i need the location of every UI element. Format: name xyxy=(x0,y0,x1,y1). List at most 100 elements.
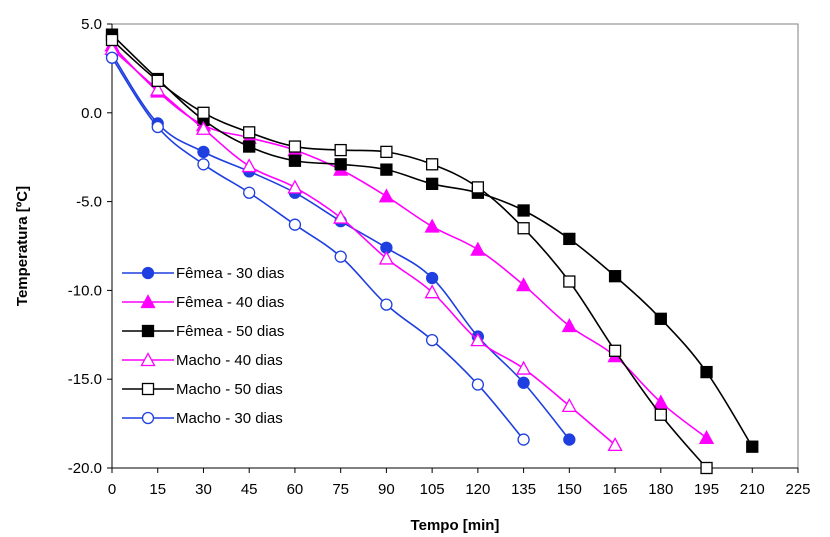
data-point xyxy=(425,158,439,171)
legend: Fêmea - 30 dias Fêmea - 40 dias Fêmea - 50… xyxy=(122,265,284,427)
data-point xyxy=(334,143,347,157)
series-5 xyxy=(105,33,713,475)
y-axis: 5.0 0.0 -5.0 -10.0 -15.0 -20.0 xyxy=(68,16,113,477)
series-line xyxy=(111,44,708,439)
legend-item: Macho - 50 dias xyxy=(122,381,283,398)
data-point xyxy=(378,188,394,203)
legend-item: Macho - 30 dias xyxy=(122,410,283,427)
y-tick-label: -20.0 xyxy=(68,460,102,477)
x-tick-label: 120 xyxy=(465,481,490,498)
data-point xyxy=(607,437,623,452)
y-axis-title: Temperatura [ºC] xyxy=(14,186,31,306)
x-axis-title: Tempo [min] xyxy=(411,517,500,534)
data-point xyxy=(243,140,256,153)
data-point xyxy=(654,312,667,325)
data-point xyxy=(334,158,347,171)
data-point xyxy=(516,360,532,375)
data-point xyxy=(517,376,530,389)
data-point xyxy=(746,440,759,453)
data-point xyxy=(517,222,530,235)
data-point xyxy=(425,333,439,347)
data-point xyxy=(151,120,164,134)
data-point xyxy=(698,429,715,444)
data-point xyxy=(151,74,164,87)
data-point xyxy=(424,284,440,299)
legend-marker xyxy=(141,266,155,280)
data-point xyxy=(608,344,622,357)
x-tick-label: 75 xyxy=(332,481,349,498)
y-tick-label: -15.0 xyxy=(68,371,102,388)
x-tick-label: 150 xyxy=(557,481,582,498)
data-point xyxy=(608,270,622,283)
data-point xyxy=(470,332,486,347)
data-point xyxy=(700,461,713,475)
legend-marker xyxy=(141,382,155,396)
data-point xyxy=(197,145,210,159)
x-tick-label: 15 xyxy=(149,481,166,498)
legend-label: Fêmea - 40 dias xyxy=(176,294,284,311)
data-point xyxy=(150,81,166,96)
data-point xyxy=(380,298,393,311)
y-tick-label: 0.0 xyxy=(81,105,102,122)
x-tick-label: 180 xyxy=(648,481,673,498)
series-line xyxy=(111,57,525,441)
data-point xyxy=(425,271,439,285)
x-tick-label: 60 xyxy=(287,481,304,498)
legend-marker xyxy=(140,294,156,309)
x-tick-label: 105 xyxy=(420,481,445,498)
data-point xyxy=(243,126,256,139)
data-point xyxy=(700,365,713,379)
plot-area xyxy=(111,23,799,469)
data-point xyxy=(288,140,302,153)
data-point xyxy=(105,33,119,47)
data-point xyxy=(380,145,393,159)
data-point xyxy=(243,186,256,199)
legend-marker xyxy=(141,411,155,425)
series-line xyxy=(111,39,708,469)
y-tick-label: -10.0 xyxy=(68,282,102,299)
legend-item: Macho - 40 dias xyxy=(122,352,283,369)
data-point xyxy=(287,179,303,194)
data-point xyxy=(334,250,347,263)
data-point xyxy=(561,397,577,412)
data-point xyxy=(197,158,210,171)
data-point xyxy=(424,218,440,233)
data-point xyxy=(333,209,349,224)
data-point xyxy=(288,218,302,231)
data-point xyxy=(563,232,576,246)
data-point xyxy=(517,433,530,446)
legend-label: Macho - 50 dias xyxy=(176,381,283,398)
x-axis: 0 15 30 45 60 75 90 105 120 135 150 165 180 195 210 225 xyxy=(108,467,811,498)
data-point xyxy=(197,106,210,119)
data-point xyxy=(425,177,439,190)
data-point xyxy=(378,250,394,265)
data-point xyxy=(470,241,486,256)
legend-label: Macho - 40 dias xyxy=(176,352,283,369)
legend-marker xyxy=(140,352,156,367)
data-point xyxy=(380,163,393,176)
legend-label: Fêmea - 50 dias xyxy=(176,323,284,340)
legend-item: Fêmea - 50 dias xyxy=(122,323,284,340)
data-point xyxy=(471,181,485,194)
series-layer xyxy=(104,28,759,475)
series-6 xyxy=(105,51,530,446)
y-tick-label: -5.0 xyxy=(76,194,102,211)
legend-label: Macho - 30 dias xyxy=(176,410,283,427)
data-point xyxy=(195,120,212,135)
x-tick-label: 195 xyxy=(694,481,719,498)
data-point xyxy=(563,275,576,288)
x-tick-label: 0 xyxy=(108,481,116,498)
x-tick-label: 45 xyxy=(241,481,258,498)
plot-border xyxy=(111,23,799,469)
legend-item: Fêmea - 40 dias xyxy=(122,294,284,311)
x-tick-label: 225 xyxy=(785,481,810,498)
x-tick-label: 165 xyxy=(603,481,628,498)
y-tick-label: 5.0 xyxy=(81,16,102,33)
legend-marker xyxy=(141,324,155,338)
data-point xyxy=(241,158,257,173)
x-tick-label: 90 xyxy=(378,481,395,498)
legend-label: Fêmea - 30 dias xyxy=(176,265,284,282)
data-point xyxy=(561,318,577,333)
data-point xyxy=(653,394,669,409)
data-point xyxy=(288,154,302,167)
